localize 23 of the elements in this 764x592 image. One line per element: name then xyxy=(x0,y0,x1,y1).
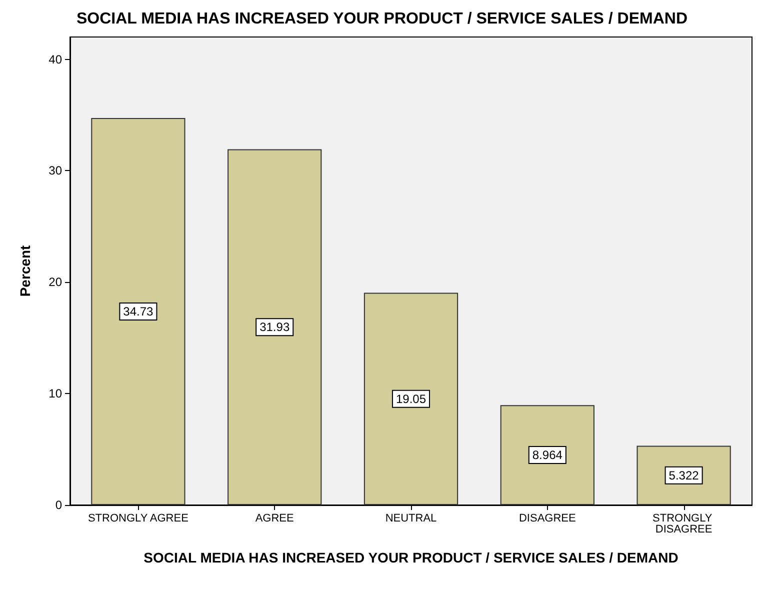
y-tick-label: 40 xyxy=(48,52,62,66)
data-label: 5.322 xyxy=(668,468,700,482)
bar xyxy=(91,118,186,505)
bar xyxy=(500,405,594,505)
bar xyxy=(636,446,731,505)
y-tick-label: 30 xyxy=(48,164,62,178)
bar xyxy=(364,292,458,505)
y-tick-label: 0 xyxy=(55,498,62,512)
data-label: 8.964 xyxy=(532,448,563,462)
chart-title: SOCIAL MEDIA HAS INCREASED YOUR PRODUCT / SERVICE SALES / DEMAND xyxy=(76,10,688,28)
x-axis-title: SOCIAL MEDIA HAS INCREASED YOUR PRODUCT / SERVICE SALES / DEMAND xyxy=(144,550,678,566)
data-label: 34.73 xyxy=(123,304,154,319)
x-tick-label: DISAGREE xyxy=(518,512,576,524)
data-label: 19.05 xyxy=(396,392,426,406)
x-tick-label: STRONGLY DISAGREE xyxy=(652,512,716,536)
x-tick-label: STRONGLY AGREE xyxy=(88,512,188,524)
x-tick-label: AGREE xyxy=(255,512,294,524)
x-tick-label: NEUTRAL xyxy=(385,512,437,524)
y-tick-label: 20 xyxy=(48,275,62,290)
data-label: 31.93 xyxy=(260,320,290,334)
y-tick-label: 10 xyxy=(48,386,62,401)
y-axis-title: Percent xyxy=(17,244,33,297)
bar xyxy=(228,149,322,505)
